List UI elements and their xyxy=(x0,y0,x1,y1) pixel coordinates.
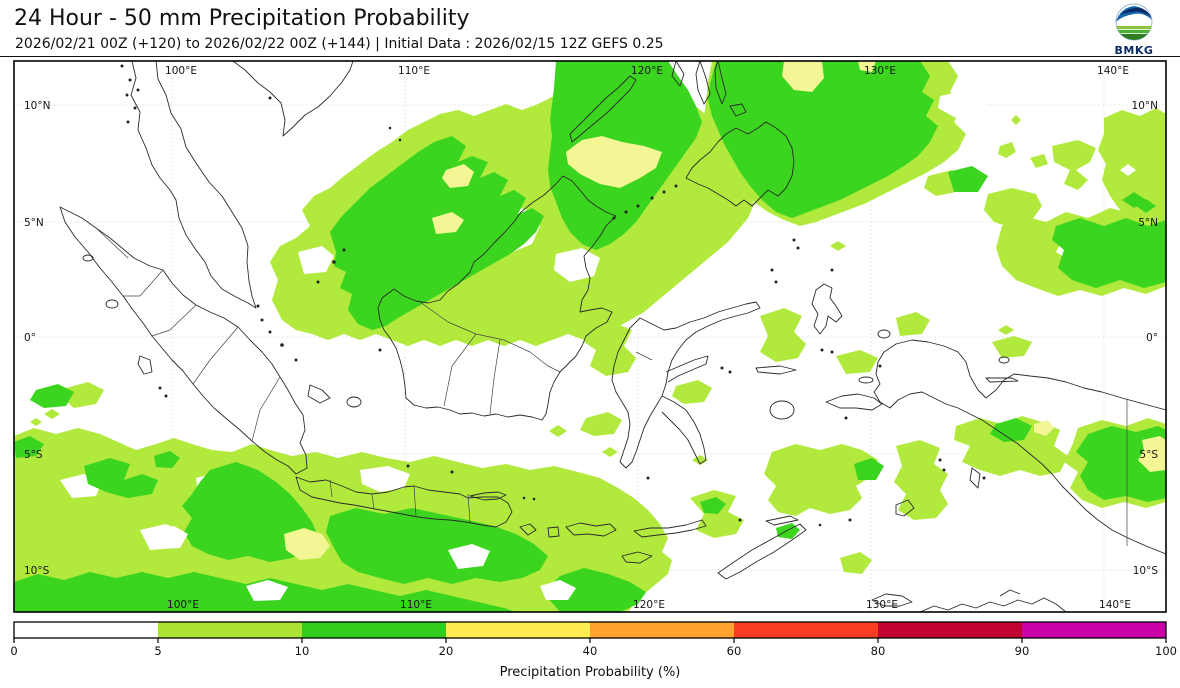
coastline-belitung xyxy=(346,396,362,408)
colorbar-title: Precipitation Probability (%) xyxy=(500,665,681,680)
small-islands xyxy=(120,64,986,527)
precip-region-20-40pct xyxy=(284,61,1166,560)
colorbar-tick-label: 100 xyxy=(1155,644,1177,658)
coastlines xyxy=(59,61,1166,612)
lon-label-top: 140°E xyxy=(1097,65,1129,77)
lat-label-left: 5°N xyxy=(24,217,44,229)
colorbar-segment xyxy=(1022,622,1166,638)
coastline-australia xyxy=(871,593,913,607)
colorbar-tick-label: 5 xyxy=(154,644,161,658)
bmkg-logo-text: BMKG xyxy=(1114,44,1154,57)
lat-label-right: 10°S xyxy=(1133,565,1159,577)
coastline-waigeo xyxy=(877,329,891,339)
colorbar-segment xyxy=(14,622,158,638)
colorbar: 0 5 10 20 40 60 80 90 100 xyxy=(10,621,1177,658)
coastline-australia-arnhem xyxy=(919,597,1067,612)
coastline-cebu xyxy=(714,61,727,105)
colorbar-tick-label: 20 xyxy=(439,644,454,658)
graticule-labels: 100°E 100°E 110°E 110°E 120°E 120°E 130°E 130°E… xyxy=(24,65,1158,611)
precip-hole xyxy=(152,526,576,601)
coastline-siberut xyxy=(137,355,153,375)
coastline-sulawesi-se-arm xyxy=(661,395,707,465)
lat-label-right: 0° xyxy=(1146,332,1158,344)
coastline-flores xyxy=(633,519,707,538)
coastline-borneo xyxy=(377,175,617,421)
map-frame xyxy=(13,60,1167,613)
coastline-palawan xyxy=(569,75,637,143)
coastline-simeulue xyxy=(82,254,94,262)
coastline-wetar xyxy=(765,515,799,526)
colorbar-segment xyxy=(158,622,302,638)
colorbar-tick-label: 80 xyxy=(871,644,886,658)
coastline-aru xyxy=(969,467,981,489)
colorbar-tick-label: 90 xyxy=(1015,644,1030,658)
colorbar-tick-label: 60 xyxy=(727,644,742,658)
lon-label-bottom: 120°E xyxy=(633,599,665,611)
lon-label-bottom: 130°E xyxy=(866,599,898,611)
coastline-tanimbar xyxy=(895,499,915,517)
coastline-nias xyxy=(105,299,119,309)
coastline-halmahera xyxy=(811,283,843,335)
colorbar-tick-label: 40 xyxy=(583,644,598,658)
lon-label-top: 120°E xyxy=(631,65,663,77)
lat-label-left: 0° xyxy=(24,332,36,344)
lat-label-left: 10°S xyxy=(24,565,50,577)
colorbar-segment xyxy=(302,622,446,638)
lon-label-top: 100°E xyxy=(165,65,197,77)
coastline-sulawesi-east-arm xyxy=(665,355,709,383)
lat-label-left: 10°N xyxy=(24,100,50,112)
bmkg-logo-icon xyxy=(1115,3,1153,41)
lon-label-bottom: 100°E xyxy=(167,599,199,611)
lat-label-right: 5°N xyxy=(1138,217,1158,229)
bmkg-logo: BMKG xyxy=(1108,2,1160,57)
coastline-java xyxy=(295,476,513,528)
coastline-misool xyxy=(858,376,874,384)
admin-boundaries xyxy=(95,227,1128,546)
lat-label-right: 10°N xyxy=(1132,100,1158,112)
page-title: 24 Hour - 50 mm Precipitation Probabilit… xyxy=(14,6,470,31)
colorbar-tick-label: 10 xyxy=(295,644,310,658)
coastline-madura xyxy=(469,491,507,501)
coastline-buru xyxy=(769,400,795,420)
coastline-malay-peninsula xyxy=(130,61,257,309)
colorbar-tick-label: 0 xyxy=(10,644,17,658)
coastline-sulawesi xyxy=(611,301,761,469)
coastline-indochina xyxy=(232,61,354,137)
coastline-bohol xyxy=(729,103,747,117)
coastline-papua xyxy=(873,339,1166,555)
lon-label-top: 130°E xyxy=(864,65,896,77)
lat-label-left: 5°S xyxy=(24,449,43,461)
coastline-seram xyxy=(825,393,883,411)
lat-label-right: 5°S xyxy=(1139,449,1158,461)
colorbar-segment xyxy=(878,622,1022,638)
coastline-timor xyxy=(717,523,807,580)
lon-label-bottom: 140°E xyxy=(1099,599,1131,611)
coastline-cobourg xyxy=(999,589,1021,597)
header-divider xyxy=(0,56,1180,57)
page-subtitle: 2026/02/21 00Z (+120) to 2026/02/22 00Z … xyxy=(15,36,664,52)
lon-label-bottom: 110°E xyxy=(400,599,432,611)
coastline-biak xyxy=(998,356,1010,364)
coastline-sumba xyxy=(621,551,653,564)
coastline-mindanao xyxy=(685,121,795,207)
coastline-sula xyxy=(755,365,797,375)
coastline-panay xyxy=(671,61,685,87)
coastline-yapen xyxy=(985,377,1019,383)
lon-label-top: 110°E xyxy=(398,65,430,77)
coastline-sumbawa xyxy=(565,522,617,537)
colorbar-segment xyxy=(446,622,590,638)
colorbar-segment xyxy=(734,622,878,638)
coastline-bali xyxy=(519,523,537,536)
coastline-lombok xyxy=(547,526,560,538)
coastline-negros xyxy=(695,61,711,105)
colorbar-segment xyxy=(590,622,734,638)
coastline-bangka xyxy=(307,384,331,404)
